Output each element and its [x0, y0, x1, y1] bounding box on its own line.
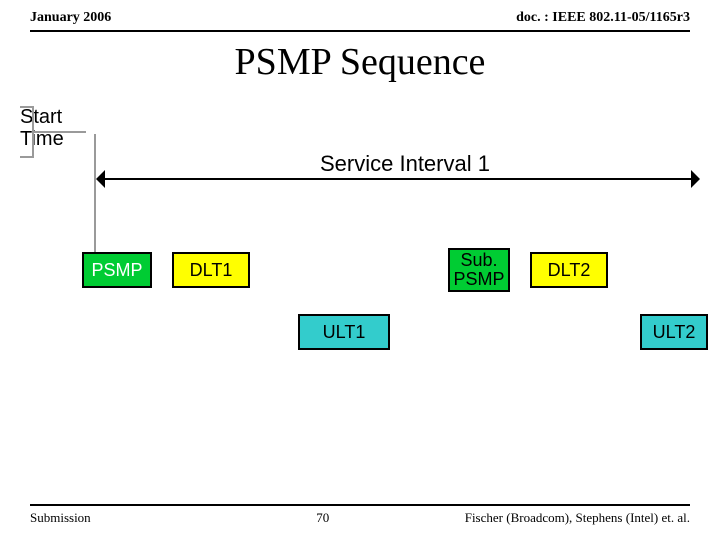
bracket-top — [20, 106, 32, 108]
bracket-mid — [32, 131, 86, 133]
header-date: January 2006 — [30, 10, 111, 26]
box-dlt2: DLT2 — [530, 252, 608, 288]
footer-page: 70 — [316, 510, 329, 526]
box-dlt2-label: DLT2 — [548, 261, 591, 280]
footer-right: Fischer (Broadcom), Stephens (Intel) et.… — [465, 510, 690, 526]
box-dlt1-label: DLT1 — [190, 261, 233, 280]
page-title: PSMP Sequence — [0, 40, 720, 84]
box-ult2: ULT2 — [640, 314, 708, 350]
header-rule — [30, 30, 690, 32]
psmp-diagram: StartTime Service Interval 1 PSMP DLT1 Sub. … — [0, 104, 720, 454]
box-psmp-label: PSMP — [91, 261, 142, 280]
box-ult2-label: ULT2 — [653, 323, 696, 342]
footer-rule — [30, 504, 690, 506]
start-time-label: StartTime — [20, 106, 64, 150]
box-psmp: PSMP — [82, 252, 152, 288]
header-doc: doc. : IEEE 802.11-05/1165r3 — [516, 10, 690, 26]
service-interval-line — [105, 178, 691, 180]
bracket-bot — [20, 156, 32, 158]
footer-left: Submission — [30, 510, 91, 526]
box-sub-psmp-label: Sub. PSMP — [453, 251, 504, 289]
service-interval-label: Service Interval 1 — [320, 151, 490, 177]
box-dlt1: DLT1 — [172, 252, 250, 288]
box-sub-psmp: Sub. PSMP — [448, 248, 510, 292]
box-ult1: ULT1 — [298, 314, 390, 350]
arrow-right-icon — [691, 170, 700, 188]
arrow-left-icon — [96, 170, 105, 188]
box-ult1-label: ULT1 — [323, 323, 366, 342]
start-vline — [94, 134, 96, 256]
